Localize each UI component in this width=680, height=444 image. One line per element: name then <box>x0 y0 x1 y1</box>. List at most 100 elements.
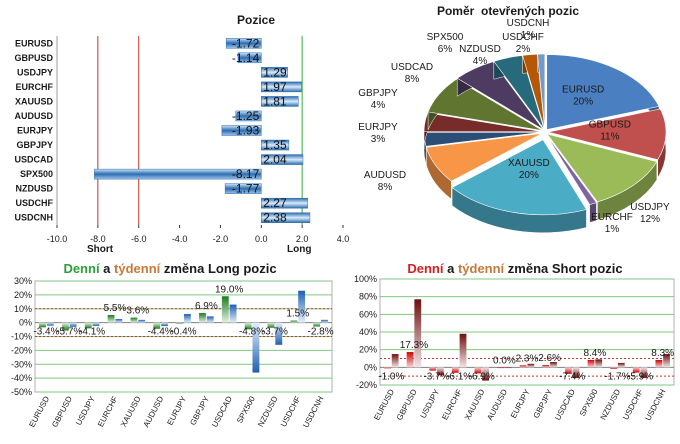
long-daily-bar-usdjpy <box>84 322 92 329</box>
pie-label-gbpjpy: GBPJPY <box>358 88 398 99</box>
short-daily-bar-gbpjpy <box>542 365 550 368</box>
pie-percent-eurusd: 20% <box>573 97 593 108</box>
long-title-and: a <box>100 261 114 276</box>
positions-value-usdchf: 2.27 <box>263 196 287 210</box>
long-weekly-bar-eurjpy <box>183 314 191 323</box>
pie-slice-usdcnh <box>537 53 546 130</box>
pie-slice-usdcad <box>427 78 543 131</box>
pie-percent-eurchf: 1% <box>605 224 620 235</box>
short-category-label-usdchf: USDCHF <box>621 388 645 422</box>
positions-x-tick-label: -6.0 <box>131 234 147 244</box>
pie-slice-gbpusd <box>547 108 667 161</box>
long-y-tick-label: 0% <box>19 318 32 328</box>
short-value-label-xauusd: -6.9% <box>469 371 495 382</box>
long-weekly-bar-gbpusd <box>69 322 77 327</box>
positions-bar-usdjpy <box>261 67 288 78</box>
long-weekly-bar-nzdusd <box>275 322 283 345</box>
positions-title: Pozice <box>237 13 275 27</box>
long-daily-bar-audusd <box>153 322 161 329</box>
pie-percent-usdcad: 8% <box>405 74 420 85</box>
long-category-label-spx500: SPX500 <box>235 394 257 425</box>
short-value-label-eurjpy: 2.3% <box>516 353 539 364</box>
short-category-label-usdcnh: USDCNH <box>643 388 667 423</box>
positions-value-spx500: -8.17 <box>232 167 260 181</box>
short-title-rest: změna Short pozic <box>504 261 622 276</box>
long-value-label-eurusd: -3.4% <box>33 327 59 338</box>
short-changes-chart: Denní a týdenní změna Short pozic 100% 80… <box>354 261 675 423</box>
long-daily-bar-eurusd <box>39 322 46 328</box>
short-value-label-usdcad: -7.4% <box>559 371 585 382</box>
pie-slice-audusd <box>425 132 543 182</box>
short-value-label-audusd: 0.0% <box>493 355 516 366</box>
long-daily-bar-eurjpy <box>176 322 184 324</box>
long-weekly-bar-gbpjpy <box>206 316 214 323</box>
short-category-label-eurusd: EURUSD <box>372 388 396 422</box>
pie-label-nzdusd: NZDUSD <box>459 44 501 55</box>
short-daily-bar-xauusd <box>474 367 482 374</box>
short-weekly-bar-gbpusd <box>414 299 422 368</box>
positions-bar-usdcad <box>261 154 304 165</box>
long-daily-bar-usdcad <box>221 296 229 323</box>
long-daily-bar-nzdusd <box>267 322 275 328</box>
short-weekly-bar-xauusd <box>482 367 490 381</box>
long-value-label-usdcad: 19.0% <box>215 284 243 295</box>
positions-value-nzdusd: -1.77 <box>232 182 260 196</box>
long-y-tick-label: 20% <box>14 290 32 300</box>
short-y-tick-label: 20% <box>359 345 377 355</box>
positions-bar-spx500 <box>94 168 262 180</box>
short-category-label-nzdusd: NZDUSD <box>599 388 623 422</box>
pie-label-gbpusd: GBPUSD <box>589 119 631 130</box>
positions-bar-eurchf <box>261 81 302 93</box>
long-y-tick-label: 30% <box>14 276 32 286</box>
long-weekly-bar-usdchf <box>298 290 306 323</box>
short-category-label-gbpusd: GBPUSD <box>395 388 419 422</box>
pie-slice-eurchf <box>545 134 597 205</box>
short-value-label-nzdusd: -1.7% <box>604 371 630 382</box>
positions-category-eurchf: EURCHF <box>16 82 54 92</box>
long-value-label-nzdusd: -3.7% <box>262 327 288 338</box>
long-value-label-usdchf: 1.5% <box>286 309 309 320</box>
pie-slice-nzdusd <box>493 55 545 130</box>
positions-bar-nzdusd <box>224 183 262 194</box>
long-category-label-gbpjpy: GBPJPY <box>188 394 211 427</box>
long-category-label-gbpusd: GBPUSD <box>50 395 74 429</box>
pie-percent-gbpusd: 11% <box>600 131 619 142</box>
long-daily-bar-gbpjpy <box>199 313 206 323</box>
short-daily-bar-eurchf <box>451 367 459 373</box>
positions-bar-xauusd <box>261 96 299 107</box>
short-category-label-spx500: SPX500 <box>578 387 600 418</box>
positions-category-spx500: SPX500 <box>20 169 53 179</box>
short-daily-bar-gbpusd <box>406 352 414 368</box>
positions-value-eurjpy: -1.93 <box>232 124 260 138</box>
pie-percent-audusd: 8% <box>378 182 393 193</box>
long-value-label-spx500: -4.8% <box>239 327 265 338</box>
positions-chart: Pozice EURUSD GBPUSD USDJPY EURCHF XAUUSD AUD… <box>14 13 349 255</box>
short-y-tick-label: 60% <box>359 309 377 319</box>
short-value-label-usdcnh: 8.3% <box>651 348 674 359</box>
long-daily-bar-gbpusd <box>61 322 69 331</box>
positions-category-xauusd: XAUUSD <box>15 96 54 106</box>
short-weekly-bar-eurchf <box>459 333 467 368</box>
long-daily-bar-usdchf <box>290 320 298 323</box>
positions-x-tick-label: -4.0 <box>172 234 188 244</box>
pie-label-usdcad: USDCAD <box>391 62 433 73</box>
positions-value-gbpusd: -1.14 <box>232 51 260 65</box>
long-category-label-usdcad: USDCAD <box>210 395 234 429</box>
short-daily-bar-spx500 <box>587 359 595 368</box>
long-title-daily: Denní <box>63 261 100 276</box>
long-changes-chart: Denní a týdenní změna Long pozic 30% 20% 1… <box>11 261 334 429</box>
short-category-label-eurjpy: EURJPY <box>509 387 532 420</box>
positions-bar-usdchf <box>261 197 308 209</box>
pie-label-usdcnh: USDCNH <box>507 18 550 29</box>
pie-label-xauusd: XAUUSD <box>508 158 550 169</box>
positions-value-gbpjpy: 1.35 <box>263 138 287 152</box>
pie-title: Poměr otevřených pozic <box>437 4 579 18</box>
positions-x-tick-label: 4.0 <box>337 234 350 244</box>
positions-x-tick-label: -2.0 <box>213 234 229 244</box>
short-y-tick-label: 100% <box>354 274 377 284</box>
long-value-label-audusd: -4.4% <box>148 327 174 338</box>
positions-bar-gbpusd <box>237 52 262 64</box>
long-weekly-bar-audusd <box>161 322 168 327</box>
long-weekly-bar-xauusd <box>138 319 146 323</box>
